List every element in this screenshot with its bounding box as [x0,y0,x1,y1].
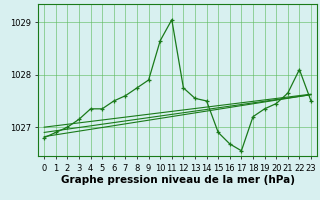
X-axis label: Graphe pression niveau de la mer (hPa): Graphe pression niveau de la mer (hPa) [60,175,295,185]
